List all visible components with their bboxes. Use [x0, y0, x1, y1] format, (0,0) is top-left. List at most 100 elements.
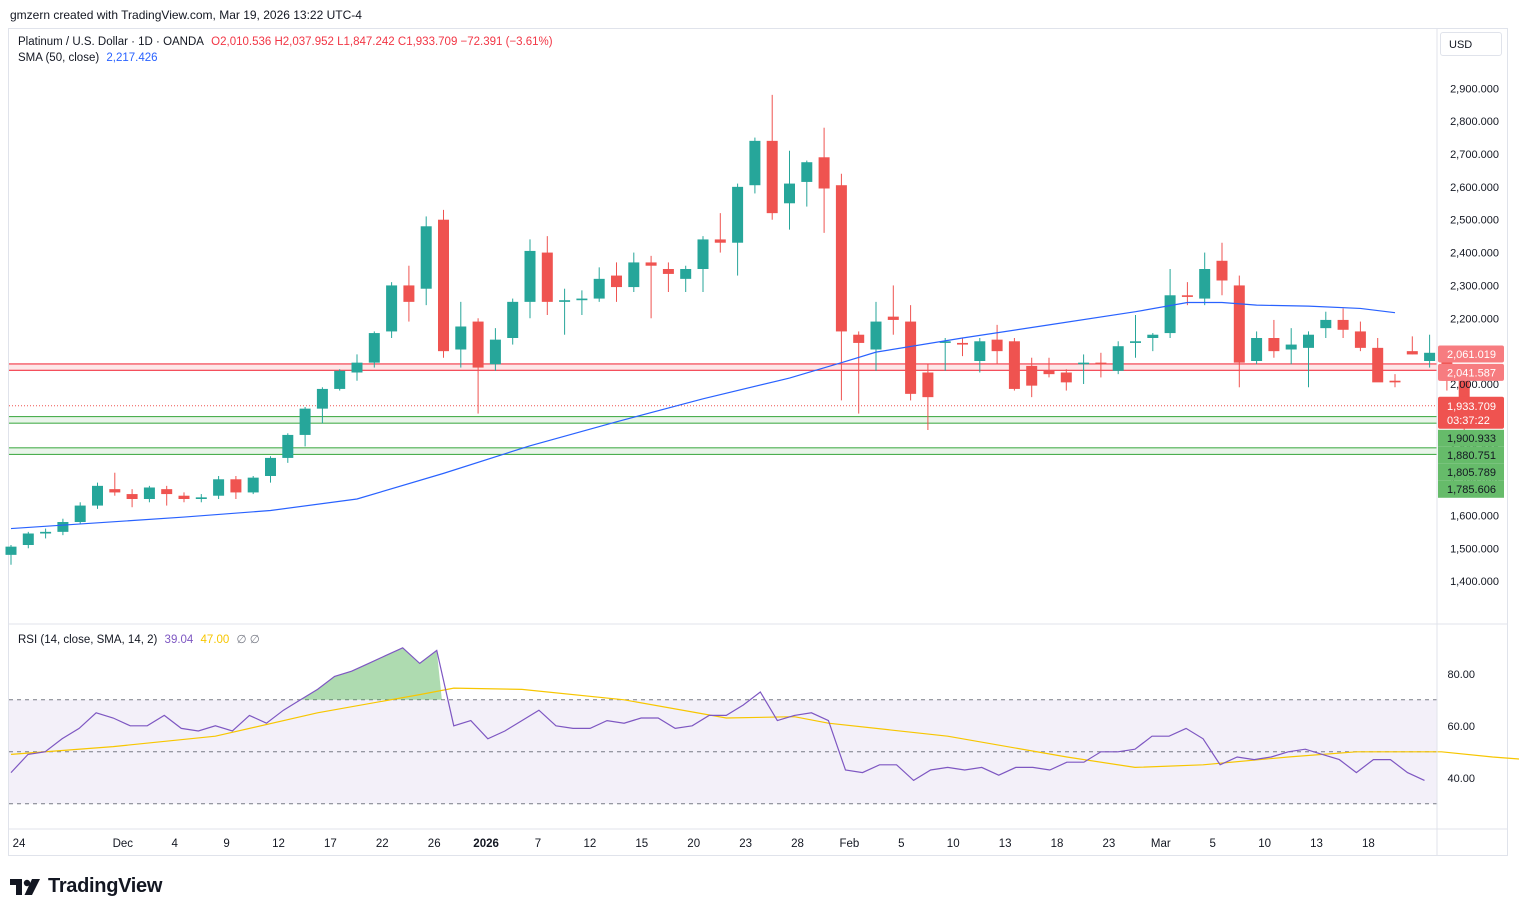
axes	[9, 28, 1508, 856]
candle-up	[1251, 338, 1263, 361]
time-tick-label: Dec	[113, 838, 134, 850]
candle-up	[680, 269, 692, 279]
support-tag: 1,880.751	[1447, 450, 1496, 462]
candle-down	[1043, 370, 1055, 375]
candle-up	[507, 301, 519, 338]
candle-up	[1112, 346, 1124, 371]
candle-down	[887, 316, 899, 320]
candle-up	[455, 326, 467, 350]
candle-down	[1406, 351, 1418, 355]
candle-up	[1130, 341, 1141, 343]
sma-50-line	[10, 301, 1396, 530]
resistance-tag-bg	[1438, 363, 1504, 381]
candle-down	[835, 185, 847, 332]
time-tick-label: 12	[584, 838, 597, 850]
candle-down	[178, 495, 190, 499]
time-tick-label: 10	[947, 838, 960, 850]
price-tick-label: 1,600.000	[1450, 510, 1499, 522]
candle-up	[351, 362, 363, 373]
candle-up	[316, 388, 328, 409]
chart-credit: gmzern created with TradingView.com, Mar…	[10, 8, 362, 22]
candle-up	[1424, 352, 1436, 361]
price-tick-label: 2,700.000	[1450, 149, 1499, 161]
candle-down	[1216, 260, 1228, 281]
price-levels	[9, 363, 1437, 456]
time-tick-label: 4	[171, 838, 178, 850]
price-tick-label: 2,000.000	[1450, 379, 1499, 391]
candle-up	[57, 522, 69, 532]
rsi-value: 39.04	[164, 634, 194, 646]
candle-down	[1060, 372, 1072, 383]
candle-down	[403, 285, 415, 302]
candle-down	[818, 157, 830, 189]
rsi-tick-label: 80.00	[1447, 669, 1475, 681]
chart-frame	[8, 28, 1508, 856]
candle-up	[5, 546, 17, 555]
time-tick-label: 15	[635, 838, 648, 850]
time-tick-label: 2026	[473, 838, 499, 850]
price-tick-label: 2,800.000	[1450, 116, 1499, 128]
candle-down	[957, 342, 968, 345]
candle-down	[1372, 347, 1384, 383]
candle-up	[92, 485, 103, 506]
time-tick-label: 23	[739, 838, 752, 850]
price-tick-label: 1,400.000	[1450, 576, 1499, 588]
candle-down	[1095, 362, 1107, 365]
candle-up	[1147, 334, 1159, 338]
support-tag-bg	[1438, 429, 1504, 447]
time-tick-label: 20	[687, 838, 700, 850]
candle-up	[1320, 319, 1332, 329]
price-tick-label: 1,500.000	[1450, 543, 1499, 555]
support-tag-bg	[1438, 463, 1504, 481]
candle-down	[541, 252, 553, 302]
candle-down	[472, 321, 484, 368]
rsi-overbought-fill	[300, 647, 442, 700]
candle-up	[939, 341, 951, 343]
candle-up	[1199, 269, 1211, 299]
brand-name: TradingView	[48, 875, 163, 897]
time-tick-label: 24	[13, 838, 26, 850]
sma-value: 2,217.426	[106, 52, 158, 64]
candle-up	[697, 239, 709, 269]
time-tick-label: 13	[1310, 838, 1323, 850]
time-tick-label: Feb	[839, 838, 859, 850]
candle-down	[1389, 380, 1401, 383]
currency-selector[interactable]: USD	[1440, 32, 1502, 56]
candle-down	[611, 275, 622, 288]
support-lower-zone	[9, 447, 1437, 455]
support-tag-bg	[1438, 480, 1504, 498]
support-upper-zone	[9, 416, 1437, 424]
sma-legend: SMA (50, close) 2,217.426	[18, 52, 162, 64]
support-tag-bg	[1438, 446, 1504, 464]
time-tick-label: 28	[791, 838, 804, 850]
candle-down	[922, 372, 934, 398]
candle-up	[40, 531, 52, 534]
candle-up	[74, 505, 86, 522]
candle-down	[714, 239, 726, 243]
candle-up	[870, 321, 882, 350]
last-price-tag: 1,933.709	[1447, 401, 1496, 413]
time-tick-label: 10	[1258, 838, 1271, 850]
rsi-line	[10, 647, 1425, 782]
candle-up	[265, 457, 276, 476]
candle-down	[766, 140, 778, 214]
price-tick-label: 2,500.000	[1450, 215, 1499, 227]
time-tick-label: 13	[999, 838, 1012, 850]
rsi-lines	[10, 647, 1519, 782]
tradingview-logo[interactable]: TradingView	[10, 875, 162, 898]
candle-down	[662, 269, 674, 274]
rsi-extra: ∅ ∅	[236, 634, 260, 646]
candles	[5, 94, 1470, 565]
rsi-tick-label: 60.00	[1447, 721, 1475, 733]
candle-down	[1181, 295, 1193, 297]
resistance-tag-bg	[1438, 345, 1504, 363]
candle-up	[1303, 334, 1314, 348]
time-tick-label: 22	[376, 838, 389, 850]
symbol-name: Platinum / U.S. Dollar · 1D · OANDA	[18, 36, 204, 48]
candle-down	[991, 339, 1003, 352]
symbol-legend: Platinum / U.S. Dollar · 1D · OANDA O2,0…	[18, 36, 557, 48]
rsi-sma-value: 47.00	[200, 634, 230, 646]
rsi-sma-line	[10, 687, 1519, 769]
candle-up	[749, 140, 761, 186]
